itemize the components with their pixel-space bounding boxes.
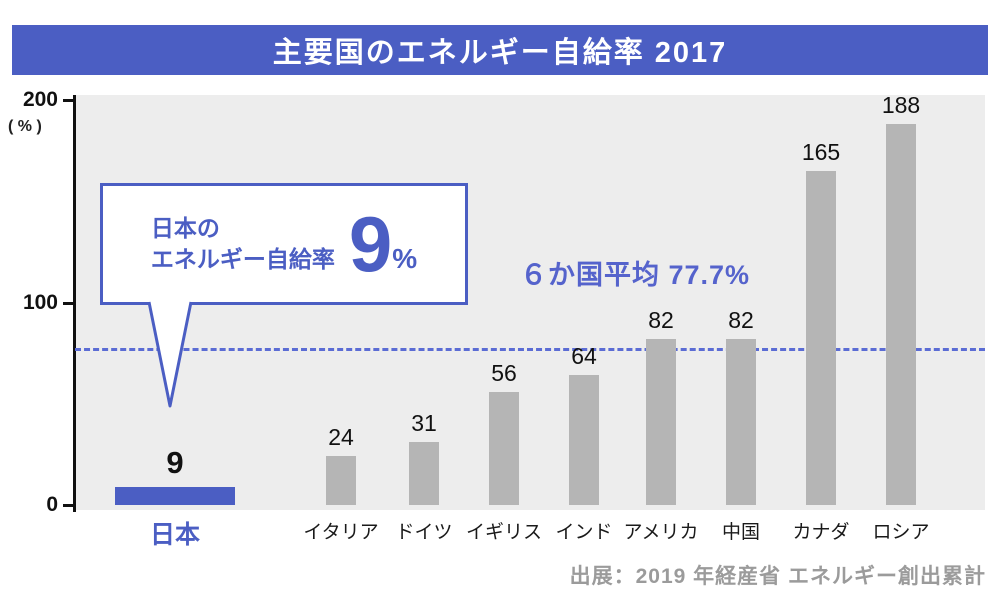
category-label: イタリア (303, 522, 379, 543)
category-label: インド (555, 522, 613, 543)
category-label: ロシア (872, 522, 930, 543)
bar-value-label: 64 (571, 343, 597, 369)
chart-bar (806, 171, 836, 505)
y-tick-100 (63, 302, 73, 305)
callout-value-group: 9 % (348, 199, 418, 288)
bar-value-label: 24 (328, 424, 354, 450)
category-label: ドイツ (395, 522, 453, 543)
y-axis-unit-label: ( % ) (8, 118, 42, 135)
callout-text: 日本の エネルギー自給率 (151, 213, 335, 275)
callout-line1: 日本の (150, 214, 220, 241)
y-tick-label-200: 200 (22, 88, 58, 111)
category-label: カナダ (792, 522, 850, 543)
bar-value-label: 31 (411, 410, 437, 436)
source-credit: 出展：2019 年経産省 エネルギー創出累計 (569, 565, 986, 588)
category-label: 日本 (149, 521, 200, 549)
callout-tail-pointer (147, 301, 193, 408)
japan-callout-box: 日本の エネルギー自給率 9 % (100, 183, 468, 305)
callout-value: 9 (348, 199, 393, 288)
chart-bar (489, 392, 519, 505)
bar-value-label: 165 (801, 139, 841, 165)
y-tick-label-100: 100 (22, 291, 58, 314)
average-label: ６か国平均 77.7% (520, 260, 751, 290)
category-label: イギリス (465, 522, 542, 543)
callout-unit: % (392, 243, 418, 275)
bar-value-label: 9 (166, 445, 184, 480)
chart-bar (409, 442, 439, 505)
y-tick-label-0: 0 (46, 493, 58, 516)
bar-value-label: 56 (491, 360, 517, 386)
category-label: 中国 (721, 522, 760, 543)
y-tick-200 (63, 99, 73, 102)
chart-bar (886, 124, 916, 505)
y-axis-line (73, 95, 76, 512)
callout-line2: エネルギー自給率 (150, 246, 335, 272)
title-banner: 主要国のエネルギー自給率 2017 (12, 25, 988, 75)
category-label: アメリカ (623, 522, 699, 543)
chart-bar (646, 339, 676, 505)
y-tick-0 (63, 504, 73, 507)
chart-bar (115, 487, 235, 505)
page-title: 主要国のエネルギー自給率 2017 (272, 37, 728, 69)
bar-value-label: 82 (648, 307, 674, 333)
bar-value-label: 188 (881, 92, 921, 118)
chart-bar (326, 456, 356, 505)
chart-bar (726, 339, 756, 505)
chart-bar (569, 375, 599, 505)
bar-value-label: 82 (728, 307, 754, 333)
average-dashed-line (75, 348, 985, 351)
